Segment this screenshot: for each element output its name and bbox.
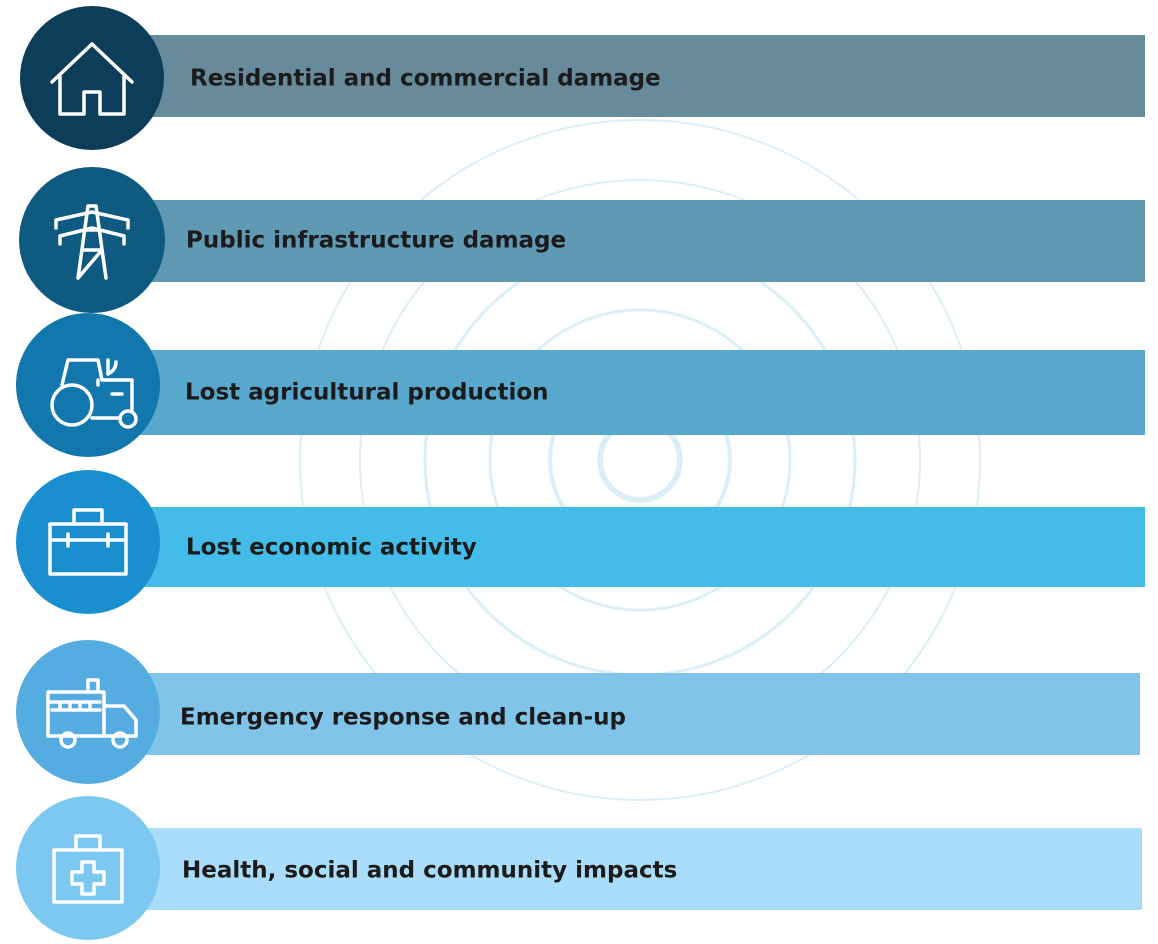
item-label: Emergency response and clean-up [180, 705, 626, 731]
item-label: Health, social and community impacts [182, 858, 677, 884]
item-label: Residential and commercial damage [190, 66, 661, 92]
icon-circle [20, 6, 164, 150]
icon-circle [16, 470, 160, 614]
item-label: Public infrastructure damage [186, 228, 566, 254]
bar [140, 350, 1145, 435]
bar [140, 35, 1145, 117]
item-label: Lost agricultural production [185, 380, 549, 406]
truck-icon [46, 678, 138, 749]
icon-circle [16, 640, 160, 784]
briefcase-icon [48, 508, 128, 576]
house-icon [50, 42, 134, 116]
bar [140, 828, 1142, 910]
bar [140, 673, 1140, 755]
icon-circle [19, 167, 165, 313]
bar [140, 507, 1145, 587]
tractor-icon [50, 358, 138, 429]
bar [140, 200, 1145, 282]
pylon-icon [54, 204, 130, 280]
item-label: Lost economic activity [186, 535, 477, 561]
icon-circle [16, 313, 160, 457]
icon-circle [16, 796, 160, 940]
medical-kit-icon [52, 834, 124, 904]
